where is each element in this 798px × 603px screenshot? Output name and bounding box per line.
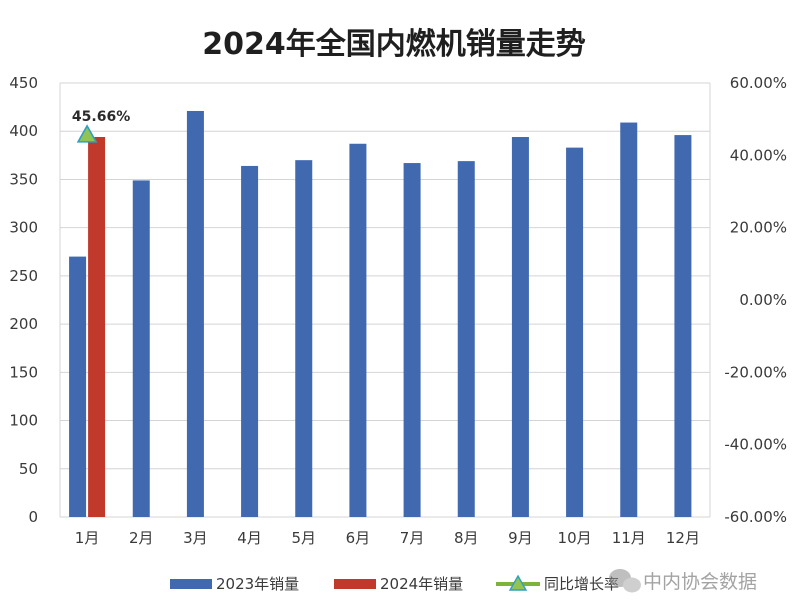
bar-2023 [403,163,421,517]
left-tick-label: 400 [9,122,38,140]
x-tick-label: 7月 [400,529,425,547]
x-tick-label: 9月 [508,529,533,547]
watermark-text: 中内协会数据 [643,571,757,593]
x-tick-label: 8月 [454,529,479,547]
left-tick-label: 0 [28,508,38,526]
bar-2023 [511,137,529,517]
right-tick-label: -20.00% [724,363,787,381]
legend: 2023年销量 2024年销量 同比增长率 [170,574,619,593]
bar-2023 [566,147,584,517]
right-tick-label: 0.00% [739,291,787,309]
x-tick-label: 5月 [291,529,316,547]
bars [69,110,692,518]
x-tick-label: 6月 [346,529,371,547]
x-axis-tick-labels: 1月 2月 3月 4月 5月 6月 7月 8月 9月 10月 11月 12月 [75,529,700,547]
left-tick-label: 450 [9,74,38,92]
bar-2023 [69,256,87,517]
left-tick-label: 200 [9,315,38,333]
legend-swatch-2023 [170,579,212,589]
x-tick-label: 2月 [129,529,154,547]
gridlines [59,82,711,518]
bar-2023 [186,110,204,518]
x-tick-label: 4月 [237,529,262,547]
x-tick-label: 10月 [558,529,592,547]
bar-2023 [674,135,692,517]
x-tick-label: 11月 [612,529,646,547]
legend-label-growth: 同比增长率 [544,575,619,593]
legend-label-2024: 2024年销量 [380,575,463,593]
data-label: 45.66% [72,109,130,125]
growth-rate-series: 45.66% [72,109,130,143]
bar-2023 [620,122,638,517]
legend-swatch-2024 [334,579,376,589]
left-tick-label: 300 [9,219,38,237]
left-tick-label: 150 [9,363,38,381]
right-tick-label: 40.00% [730,146,787,164]
wechat-icon [609,569,641,593]
growth-rate-marker [76,124,98,143]
bar-2023 [241,165,259,518]
right-tick-label: -40.00% [724,436,787,454]
right-tick-label: 60.00% [730,74,787,92]
x-tick-label: 3月 [183,529,208,547]
bar-2023 [132,180,150,518]
right-tick-label: -60.00% [724,508,787,526]
left-tick-label: 100 [9,412,38,430]
right-tick-label: 20.00% [730,219,787,237]
watermark: 中内协会数据 [609,569,757,593]
bar-2024 [88,137,106,517]
x-tick-label: 12月 [666,529,700,547]
legend-label-2023: 2023年销量 [216,575,299,593]
left-tick-label: 350 [9,170,38,188]
bar-2023 [349,143,367,517]
legend-marker-growth [508,574,528,591]
bar-2023 [295,160,313,517]
left-tick-label: 50 [19,460,38,478]
chart-title: 2024年全国内燃机销量走势 [202,27,586,62]
bar-2023 [457,161,475,517]
left-axis-tick-labels: 0 50 100 150 200 250 300 350 400 450 [9,74,38,526]
x-tick-label: 1月 [75,529,100,547]
left-tick-label: 250 [9,267,38,285]
right-axis-tick-labels: -60.00% -40.00% -20.00% 0.00% 20.00% 40.00% 60… [724,74,787,526]
